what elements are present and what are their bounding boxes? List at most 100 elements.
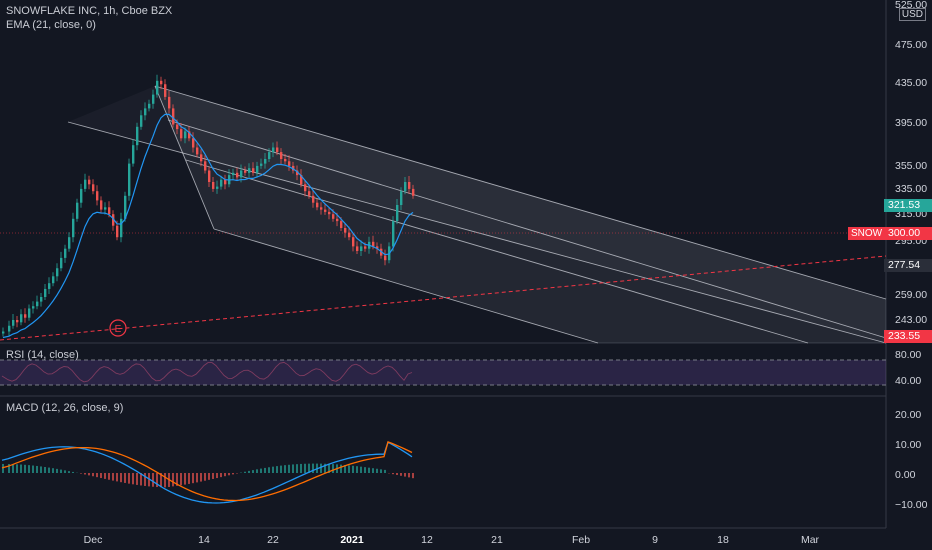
candle-body — [108, 207, 111, 215]
candle-body — [48, 283, 51, 289]
candle-body — [256, 165, 259, 173]
channel-line — [213, 228, 599, 344]
channel-line — [167, 119, 887, 339]
candle-body — [16, 320, 19, 323]
time-axis[interactable]: Dec 14 22 2021 12 21 Feb 9 18 Mar — [84, 534, 820, 546]
price-tick-label: 243.00 — [895, 314, 927, 326]
candle-body — [2, 331, 5, 334]
earnings-label: E — [115, 324, 122, 335]
candle-body — [12, 320, 15, 326]
rsi-band — [0, 360, 886, 385]
candle-body — [276, 147, 279, 153]
candle-body — [204, 161, 207, 171]
candle-body — [104, 207, 107, 210]
price-badge: 321.53 — [884, 198, 932, 212]
candle-body — [8, 325, 11, 332]
candle-body — [272, 147, 275, 153]
candle-body — [192, 138, 195, 148]
candle-body — [40, 297, 43, 302]
candle-body — [300, 175, 303, 185]
candle-body — [116, 225, 119, 238]
candle-body — [220, 179, 223, 187]
trend-line[interactable] — [0, 232, 887, 341]
rsi-tick-label: 40.00 — [895, 375, 921, 387]
time-tick-label: Mar — [801, 534, 820, 546]
candle-body — [60, 257, 63, 269]
candle-body — [176, 124, 179, 130]
candle-body — [208, 170, 211, 182]
channel-edge — [154, 85, 215, 230]
macd-tick-label: 0.00 — [895, 469, 916, 481]
price-badge: 277.54 — [884, 259, 932, 272]
macd-pane — [1, 441, 414, 504]
candle-body — [80, 188, 83, 203]
candle-body — [384, 255, 387, 261]
candle-body — [264, 159, 267, 164]
earnings-marker[interactable]: E — [109, 319, 127, 337]
candle-body — [156, 80, 159, 95]
price-tick-label: 395.00 — [895, 117, 927, 129]
candle-body — [268, 152, 271, 159]
candle-body — [160, 80, 163, 85]
candle-body — [244, 170, 247, 173]
candle-body — [236, 172, 239, 178]
candle-body — [280, 152, 283, 159]
rsi-title: RSI (14, close) — [6, 349, 79, 361]
channel-line — [185, 159, 809, 344]
macd-legend: MACD (12, 26, close, 9) — [6, 401, 123, 415]
candle-body — [24, 314, 27, 318]
time-tick-label: 12 — [421, 534, 433, 546]
chart-title: SNOWFLAKE INC, 1h, Cboe BZX — [6, 5, 173, 17]
candle-body — [332, 214, 335, 219]
candle-body — [252, 168, 255, 173]
candle-body — [248, 168, 251, 173]
currency-label[interactable]: USD — [898, 8, 926, 21]
rsi-legend: RSI (14, close) — [6, 348, 79, 362]
candle-body — [284, 159, 287, 162]
candle-body — [92, 184, 95, 192]
candle-body — [132, 145, 135, 164]
time-tick-label: 2021 — [340, 534, 364, 546]
candle-body — [400, 191, 403, 205]
candle-body — [412, 188, 415, 196]
candle-body — [152, 94, 155, 104]
channel-line — [67, 121, 887, 344]
candle-body — [164, 84, 167, 97]
time-tick-label: 18 — [717, 534, 729, 546]
candle-body — [212, 182, 215, 189]
candles — [2, 74, 415, 337]
rsi-tick-label: 80.00 — [895, 349, 921, 361]
candle-body — [240, 170, 243, 178]
candle-body — [72, 218, 75, 238]
candle-body — [88, 179, 91, 185]
price-tick-label: 335.00 — [895, 183, 927, 195]
candle-body — [112, 214, 115, 226]
macd-tick-label: 20.00 — [895, 409, 921, 421]
candle-body — [76, 202, 79, 219]
candle-body — [352, 237, 355, 247]
candle-body — [392, 221, 395, 247]
price-badge: 300.00 — [884, 227, 932, 241]
candle-body — [372, 241, 375, 247]
candle-body — [140, 115, 143, 127]
candle-body — [396, 205, 399, 222]
candle-body — [120, 218, 123, 238]
candle-body — [344, 228, 347, 233]
price-tick-label: 355.00 — [895, 160, 927, 172]
price-badge: 233.55 — [884, 330, 932, 343]
time-tick-label: 14 — [198, 534, 210, 546]
candle-body — [32, 306, 35, 309]
candle-body — [56, 268, 59, 277]
candle-body — [68, 237, 71, 249]
candle-body — [308, 191, 311, 196]
candle-body — [100, 200, 103, 210]
candle-body — [376, 246, 379, 249]
candle-body — [340, 221, 343, 228]
price-tick-label: 475.00 — [895, 39, 927, 51]
candle-body — [36, 301, 39, 307]
candle-body — [84, 179, 87, 189]
candle-body — [336, 218, 339, 222]
